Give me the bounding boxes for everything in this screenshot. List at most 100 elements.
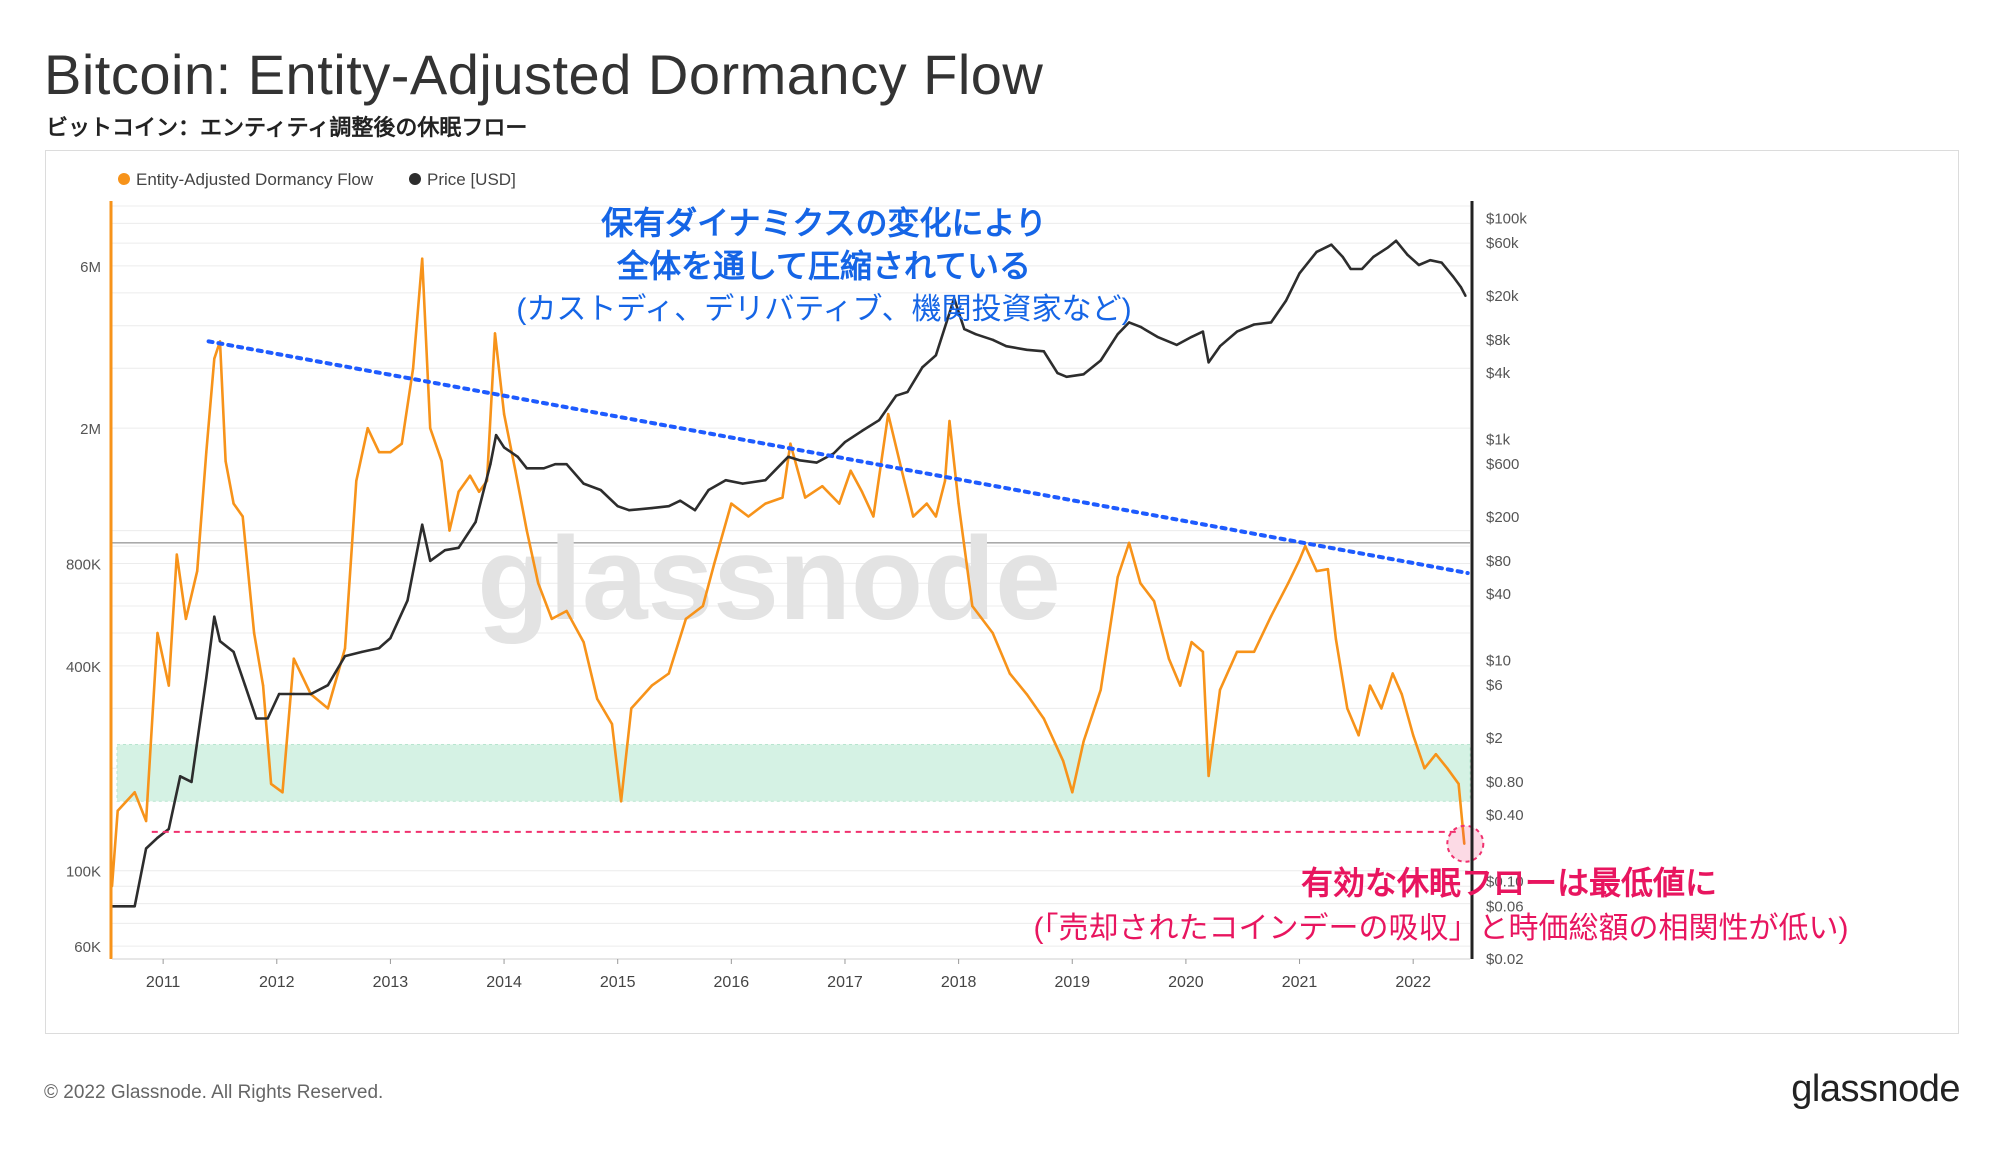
y-right-tick-label: $80 (1486, 553, 1511, 570)
x-tick-label: 2019 (1054, 974, 1090, 991)
legend-price-label: Price [USD] (427, 170, 516, 189)
data-point (343, 654, 347, 658)
data-point (1218, 345, 1222, 348)
data-point (1025, 693, 1029, 696)
y-left-tick-label: 6M (80, 259, 101, 276)
legend-price-dot (409, 173, 421, 185)
data-point (815, 461, 818, 464)
data-point (1394, 239, 1398, 242)
data-point (860, 429, 864, 433)
data-point (821, 485, 824, 488)
data-point (1201, 650, 1205, 654)
data-point (213, 357, 216, 360)
data-point (1156, 335, 1159, 339)
data-point (741, 482, 744, 485)
y-left-tick-label: 60K (74, 939, 101, 956)
page-subtitle: ビットコイン：エンティティ調整後の休眠フロー (46, 116, 528, 141)
data-point (241, 515, 244, 518)
data-point (701, 604, 705, 608)
data-point (650, 684, 653, 687)
data-point (266, 717, 269, 720)
data-point (1218, 688, 1222, 692)
data-point (877, 418, 881, 422)
glassnode-logo[interactable]: glassnode (1791, 1068, 1960, 1110)
data-point (1284, 299, 1288, 303)
data-point (261, 684, 265, 687)
data-point (957, 502, 960, 505)
legend: Entity-Adjusted Dormancy Flow Price [USD… (118, 170, 516, 189)
data-point (786, 455, 790, 458)
data-point (269, 782, 273, 786)
series-price (110, 239, 1467, 908)
y-right-tick-label: $0.10 (1486, 874, 1524, 891)
x-tick-label: 2015 (600, 974, 636, 991)
data-point (489, 462, 492, 466)
legend-dormancy-label: Entity-Adjusted Dormancy Flow (136, 170, 374, 189)
data-point (582, 640, 585, 644)
data-point (1190, 335, 1193, 339)
data-point (457, 490, 460, 494)
data-point (781, 496, 784, 499)
data-point (421, 257, 424, 260)
y-axis-left: 60K 100K 400K 800K 2M 6M (66, 259, 101, 956)
data-point (1127, 541, 1131, 545)
y-right-tick-label: $200 (1486, 509, 1519, 526)
data-point (619, 800, 623, 803)
annotation-bottom: 有効な休眠フローは最低値に (「売却されたコインデーの吸収」と時価総額の相関性が… (1034, 865, 1849, 945)
data-point (224, 459, 227, 463)
data-point (1099, 688, 1102, 692)
data-point (991, 338, 994, 342)
data-point (525, 529, 528, 532)
data-point (377, 646, 381, 650)
x-tick-label: 2014 (486, 974, 522, 991)
data-point (1152, 599, 1156, 603)
data-point (1360, 267, 1364, 271)
dormancy-flow-chart: glassnode 60K 100K 400K 800K 2M 6M $0.02 $0.06… (66, 170, 1849, 991)
data-point (872, 515, 875, 518)
data-point (1042, 717, 1046, 720)
data-point (1423, 767, 1426, 770)
data-point (1201, 330, 1205, 333)
data-point (565, 609, 568, 613)
data-point (243, 684, 247, 687)
y-right-tick-label: $0.06 (1486, 898, 1524, 915)
data-point (1252, 323, 1256, 326)
y-left-tick-label: 800K (66, 557, 101, 574)
y-left-tick-label: 2M (80, 421, 101, 438)
data-point (1269, 615, 1273, 618)
chart-watermark: glassnode (477, 513, 1061, 645)
data-point (1386, 246, 1390, 249)
data-point (516, 455, 519, 458)
data-point (925, 502, 928, 505)
y-left-tick-label: 400K (66, 659, 101, 676)
data-point (894, 394, 898, 397)
data-point (724, 478, 727, 482)
y-right-tick-label: $20k (1486, 288, 1519, 305)
data-point (205, 676, 208, 680)
data-point (184, 617, 188, 621)
data-point (377, 450, 381, 454)
data-point (400, 442, 403, 445)
data-point (1061, 759, 1065, 763)
page-title: Bitcoin: Entity-Adjusted Dormancy Flow (44, 43, 1044, 106)
data-point (502, 446, 506, 449)
chart-container: glassnode 60K 100K 400K 800K 2M 6M $0.02 $0.06… (45, 150, 1959, 1034)
data-point (1065, 375, 1068, 379)
data-point (406, 599, 409, 602)
data-point (1457, 782, 1460, 786)
data-point (1298, 272, 1301, 275)
data-point (1368, 684, 1372, 687)
y-right-tick-label: $600 (1486, 456, 1519, 473)
data-point (943, 479, 947, 483)
data-point (1464, 294, 1467, 298)
low-value-band (116, 743, 1471, 802)
data-point (948, 311, 951, 315)
data-point (536, 582, 540, 585)
data-point (175, 553, 178, 556)
data-point (255, 717, 258, 720)
annotation-bottom-line2: (「売却されたコインデーの吸収」と時価総額の相関性が低い) (1034, 912, 1849, 945)
data-point (1417, 263, 1421, 267)
data-point (428, 426, 432, 430)
data-point (144, 847, 148, 850)
data-point (747, 515, 750, 518)
